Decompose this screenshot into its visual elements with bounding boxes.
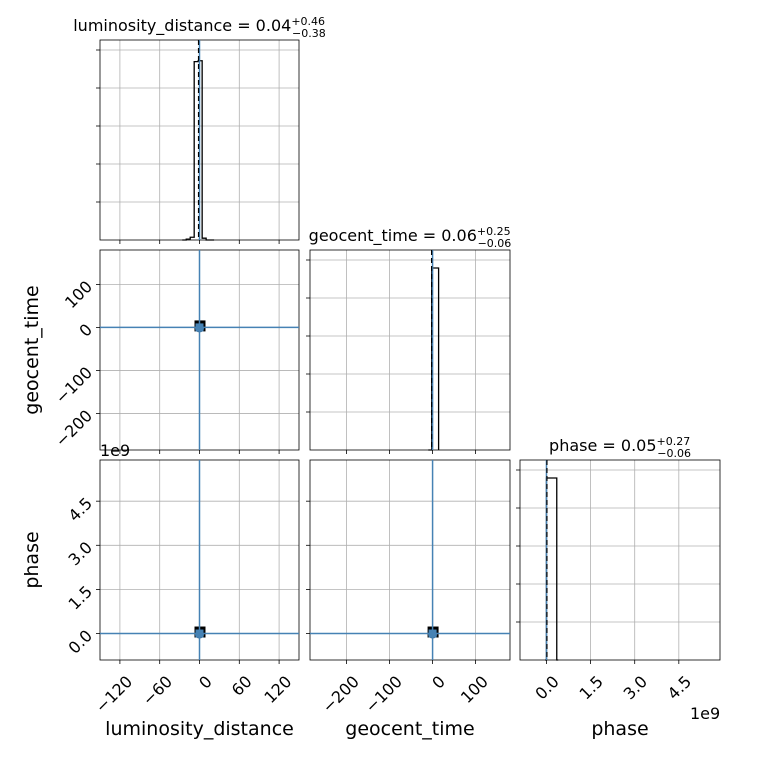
hist-panel-luminosity_distance: luminosity_distance = 0.04+0.46 −0.38 <box>73 15 326 244</box>
panel-grid <box>310 460 510 660</box>
y-tick-label: −100 <box>51 363 96 408</box>
title-minus-error: −0.06 <box>657 447 691 460</box>
panel-title-phase: phase = 0.05+0.27 −0.06 <box>549 435 691 460</box>
x-axis-label-phase: phase <box>591 718 648 740</box>
panel-geocent_time-vs-phase <box>306 459 511 664</box>
panel-frame <box>309 459 511 661</box>
y-axis-label-phase: phase <box>21 531 43 588</box>
x-axis-label-geocent_time: geocent_time <box>345 718 474 740</box>
hist-frame <box>519 459 721 661</box>
panel-luminosity_distance-vs-phase <box>96 459 300 664</box>
title-value: luminosity_distance = 0.04 <box>73 16 291 36</box>
x-tick-label: 3.0 <box>620 672 651 703</box>
x-tick-label: 4.5 <box>664 672 695 703</box>
y-tick-label: 4.5 <box>65 494 96 525</box>
y-offset-text: 1e9 <box>100 441 130 460</box>
y-tick-label: 1.5 <box>65 582 96 613</box>
x-tick-label: 100 <box>457 672 492 707</box>
panel-title-luminosity_distance: luminosity_distance = 0.04+0.46 −0.38 <box>73 15 326 40</box>
y-tick-label: 100 <box>61 277 96 312</box>
hist-frame <box>309 249 511 451</box>
panel-title-geocent_time: geocent_time = 0.06+0.25 −0.06 <box>309 225 512 250</box>
x-tick-label: 60 <box>228 672 256 700</box>
title-minus-error: −0.38 <box>292 27 326 40</box>
truth-marker <box>195 629 204 638</box>
title-plus-error: +0.46 <box>291 15 325 28</box>
panel-luminosity_distance-vs-geocent_time <box>96 249 300 454</box>
x-tick-label: −60 <box>139 672 176 709</box>
title-plus-error: +0.27 <box>657 435 691 448</box>
x-tick-label: 0 <box>195 672 216 693</box>
y-tick-label: 0.0 <box>65 626 96 657</box>
x-tick-label: 0 <box>428 672 449 693</box>
x-tick-label: −200 <box>318 672 363 717</box>
y-tick-label: 0 <box>75 320 96 341</box>
y-tick-label: −200 <box>51 406 96 451</box>
x-tick-label: 120 <box>260 672 295 707</box>
hist-panel-geocent_time: geocent_time = 0.06+0.25 −0.06 <box>306 225 511 454</box>
hist-panel-phase: phase = 0.05+0.27 −0.06 <box>516 435 721 664</box>
title-minus-error: −0.06 <box>478 237 512 250</box>
y-axis-label-geocent_time: geocent_time <box>21 285 43 414</box>
title-value: geocent_time = 0.06 <box>309 226 477 246</box>
truth-marker <box>195 323 204 332</box>
x-tick-label: −120 <box>92 672 137 717</box>
truth-marker <box>428 629 437 638</box>
x-tick-label: −100 <box>361 672 406 717</box>
histogram-luminosity_distance <box>182 60 215 241</box>
x-offset-text: 1e9 <box>690 704 720 723</box>
x-tick-label: 1.5 <box>575 672 606 703</box>
x-axis-label-luminosity_distance: luminosity_distance <box>105 718 294 740</box>
x-tick-label: 0.0 <box>531 672 562 703</box>
histogram-geocent_time <box>428 267 440 451</box>
y-tick-label: 3.0 <box>65 538 96 569</box>
hist-grid-geocent_time <box>310 250 510 450</box>
title-value: phase = 0.05 <box>549 436 656 455</box>
hist-grid-phase <box>520 460 720 660</box>
title-plus-error: +0.25 <box>477 225 511 238</box>
